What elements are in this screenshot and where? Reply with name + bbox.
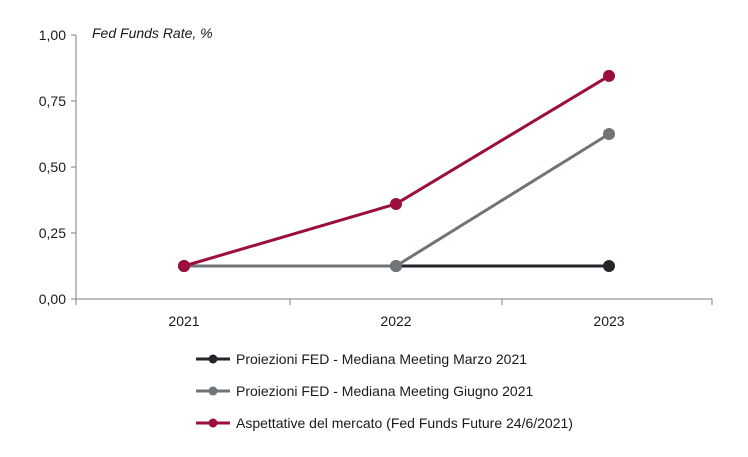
legend-swatch-marker [208,418,218,428]
legend-swatch [196,386,230,396]
y-tick-label: 0,25 [39,225,66,241]
x-tick-label: 2022 [380,313,411,329]
legend-swatch [196,354,230,364]
legend-label: Proiezioni FED - Mediana Meeting Giugno … [236,383,534,399]
y-tick-label: 0,75 [39,93,66,109]
data-point [390,197,402,210]
series-3 [178,69,615,272]
y-tick-label: 0,00 [39,291,66,307]
data-point [178,260,190,272]
legend-item: Proiezioni FED - Mediana Meeting Marzo 2… [196,343,573,375]
legend-label: Proiezioni FED - Mediana Meeting Marzo 2… [236,351,528,367]
data-point [390,260,402,272]
legend-swatch [196,418,230,428]
legend: Proiezioni FED - Mediana Meeting Marzo 2… [196,343,573,439]
legend-label: Aspettative del mercato (Fed Funds Futur… [236,415,573,431]
legend-item: Proiezioni FED - Mediana Meeting Giugno … [196,375,573,407]
data-point [603,128,615,140]
y-axis-unit-label: Fed Funds Rate, % [92,25,213,41]
y-tick-label: 1,00 [39,27,66,43]
axes: 0,00 0,25 0,50 0,75 1,00 2021 2022 2023 [39,27,713,329]
series-line [183,74,610,268]
legend-swatch-marker [208,354,218,364]
legend-swatch-marker [208,386,218,396]
y-tick-label: 0,50 [39,159,66,175]
x-tick-label: 2021 [168,313,199,329]
series-layer [178,69,615,272]
data-point [603,69,615,82]
legend-item: Aspettative del mercato (Fed Funds Futur… [196,407,573,439]
x-tick-label: 2023 [593,313,624,329]
data-point [603,260,615,272]
